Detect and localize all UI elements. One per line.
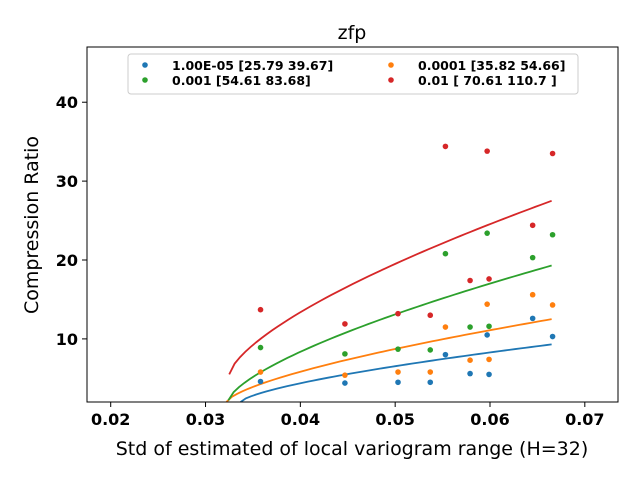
legend-label: 0.001 [54.61 83.68] (172, 73, 311, 88)
data-point-s3-4 (442, 143, 449, 150)
data-point-s0-1 (342, 380, 348, 386)
fit-line-0 (240, 343, 552, 402)
data-point-s1-9 (549, 302, 556, 308)
data-point-s2-8 (529, 254, 536, 261)
x-tick-label: 0.04 (281, 410, 320, 429)
data-point-s0-5 (467, 370, 473, 377)
data-point-s0-7 (486, 371, 492, 378)
legend-marker (388, 62, 394, 68)
x-axis: 0.02 0.03 0.04 0.05 0.06 0.07 (91, 402, 605, 429)
data-point-s1-0 (257, 369, 264, 375)
legend-marker (142, 62, 148, 68)
data-point-s1-7 (486, 356, 492, 363)
series-group (225, 143, 556, 402)
legend-marker (142, 77, 148, 83)
legend-box (127, 53, 579, 95)
data-point-s3-2 (395, 310, 401, 317)
legend: 1.00E-05 [25.79 39.67] 0.0001 [35.82 54.6… (127, 53, 579, 95)
data-point-s0-3 (427, 379, 434, 386)
data-point-s2-2 (395, 346, 401, 352)
fit-line-2 (227, 264, 552, 401)
data-point-s0-6 (484, 332, 490, 338)
data-point-s0-0 (257, 378, 264, 385)
data-point-s2-5 (467, 324, 473, 330)
data-point-s0-9 (549, 333, 556, 340)
data-point-s1-1 (342, 372, 348, 378)
y-tick-label: 40 (56, 93, 78, 112)
x-tick-label: 0.06 (470, 410, 509, 429)
plot-area (86, 46, 619, 403)
chart-title: zfp (338, 22, 367, 44)
data-point-s3-5 (467, 277, 473, 284)
y-axis-label: Compression Ratio (21, 136, 43, 314)
data-point-s0-8 (529, 315, 536, 322)
data-point-s3-8 (529, 222, 536, 229)
x-tick-label: 0.05 (375, 410, 414, 429)
y-tick-label: 10 (56, 330, 78, 349)
data-point-s1-8 (529, 291, 536, 298)
data-point-s3-1 (342, 321, 348, 327)
data-point-s2-7 (486, 323, 492, 330)
data-point-s3-0 (257, 306, 264, 313)
x-axis-label: Std of estimated of local variogram rang… (116, 438, 589, 460)
x-tick-label: 0.07 (565, 410, 604, 429)
data-point-s1-2 (395, 369, 401, 375)
data-point-s0-2 (395, 379, 401, 386)
legend-marker (388, 77, 394, 83)
data-point-s1-4 (442, 324, 449, 330)
data-point-s3-3 (427, 312, 434, 319)
x-tick-label: 0.03 (186, 410, 225, 429)
data-point-s1-3 (427, 369, 434, 375)
x-tick-label: 0.02 (91, 410, 130, 429)
legend-label: 1.00E-05 [25.79 39.67] (172, 58, 333, 73)
legend-label: 0.0001 [35.82 54.66] (418, 58, 565, 73)
data-point-s2-4 (442, 250, 449, 257)
data-point-s1-5 (467, 357, 473, 363)
y-axis: 10 20 30 40 (56, 93, 87, 349)
y-tick-label: 30 (56, 172, 78, 191)
data-point-s0-4 (442, 351, 449, 358)
fit-line-1 (225, 318, 552, 402)
data-point-s3-6 (484, 148, 490, 154)
data-point-s2-9 (549, 231, 556, 238)
legend-label: 0.01 [ 70.61 110.7 ] (418, 73, 557, 88)
data-point-s2-6 (484, 230, 490, 236)
plot-frame (86, 46, 619, 403)
data-point-s3-9 (549, 150, 556, 157)
data-point-s2-1 (342, 351, 348, 357)
y-tick-label: 20 (56, 251, 78, 270)
data-point-s3-7 (486, 276, 492, 282)
fit-line-3 (228, 199, 552, 375)
data-point-s2-3 (427, 347, 434, 353)
data-point-s1-6 (484, 301, 490, 307)
data-point-s2-0 (257, 344, 264, 351)
